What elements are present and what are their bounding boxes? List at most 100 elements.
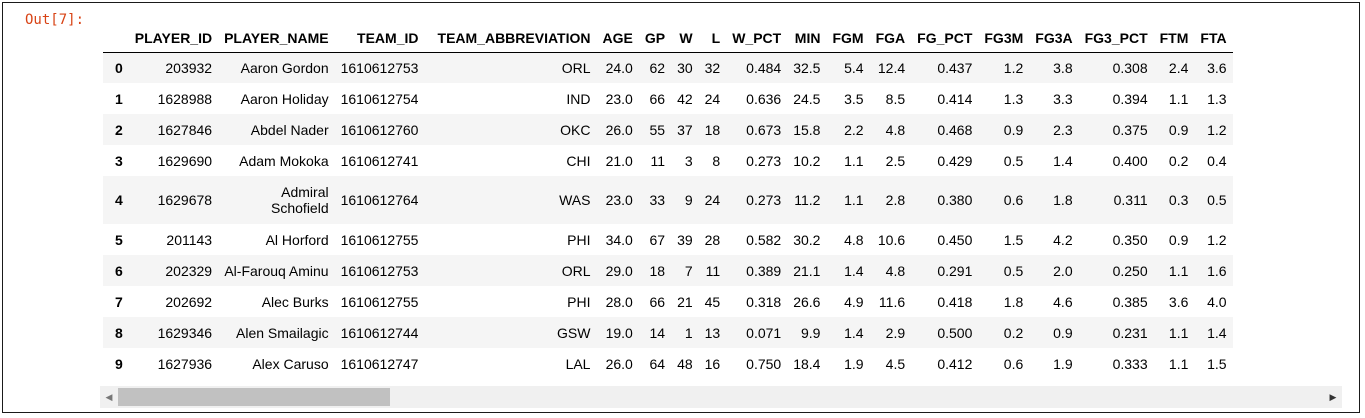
column-header: FTA [1194,11,1233,53]
table-cell: 0.9 [1053,324,1073,341]
table-cell: 66 [649,90,666,107]
table-cell: 23.0 [605,90,633,107]
table-cell: 0.673 [746,121,782,138]
column-header: FG3_PCT [1078,11,1154,53]
table-cell: 1.1 [1168,355,1189,372]
table-cell: Alec Burks [261,293,329,310]
row-index: 1 [115,90,123,107]
table-cell: 0.250 [1112,262,1148,279]
table-cell: 4.8 [885,262,906,279]
table-cell: 3.5 [844,90,864,107]
table-cell: 0.273 [746,192,782,208]
table-cell: 45 [704,293,721,310]
table-cell: Aaron Gordon [240,59,329,76]
table-cell: 37 [677,121,693,138]
table-cell: 12.4 [877,59,906,76]
table-cell: 1.1 [1168,324,1189,341]
table-cell: 2.8 [885,192,906,208]
table-cell: 10.2 [793,152,821,169]
table-cell: 30 [677,59,693,76]
column-header: FTM [1153,11,1195,53]
table-cell: 0.437 [937,59,973,76]
table-cell: 1.2 [1207,231,1227,248]
table-cell: 1.5 [1207,355,1227,372]
table-cell: 0.333 [1112,355,1148,372]
table-cell: 1.3 [1207,90,1227,107]
index-header [103,11,129,53]
dataframe-output-area[interactable]: PLAYER_ID PLAYER_NAME TEAM_ID TEAM_ABBREVIA… [103,11,1345,411]
table-cell: Abdel Nader [250,121,329,138]
scroll-right-arrow-icon[interactable]: ▶ [1329,392,1337,402]
table-cell: 1610612755 [340,231,419,248]
table-cell: 1.9 [1053,355,1073,372]
table-cell: 14 [649,324,666,341]
table-cell: 0.429 [937,152,973,169]
row-index: 7 [115,293,123,310]
table-cell: 1 [684,324,693,341]
table-row: 6 202329 Al-Farouq Aminu 1610612753 ORL 29.0 1… [103,255,1233,286]
table-row: 3 1629690 Adam Mokoka 1610612741 CHI 21.0 11 3 8… [103,145,1233,176]
table-cell: 3 [684,152,693,169]
table-cell: 9.9 [801,324,821,341]
dataframe-table: PLAYER_ID PLAYER_NAME TEAM_ID TEAM_ABBREVIA… [103,11,1233,379]
table-cell: Al Horford [265,231,329,248]
table-cell: 1610612755 [340,293,419,310]
table-cell: 55 [649,121,666,138]
table-cell: 1629678 [157,192,213,208]
table-cell: 32 [704,59,721,76]
table-cell: 2.4 [1168,59,1189,76]
table-cell: 0.273 [746,152,782,169]
table-cell: Al-Farouq Aminu [224,262,329,279]
table-cell: 0.6 [1003,355,1024,372]
table-cell: 21 [677,293,693,310]
table-row: 4 1629678 Admiral Schofield 1610612764 WAS 23… [103,176,1233,224]
table-cell: 34.0 [605,231,633,248]
table-cell: 11.2 [794,192,821,208]
table-cell: 0.468 [937,121,973,138]
table-cell: 1.2 [1003,59,1024,76]
table-cell: 1610612764 [340,192,419,208]
table-cell: 0.389 [746,262,782,279]
table-cell: 0.3 [1168,192,1189,208]
table-cell: Admiral Schofield [271,184,329,216]
row-index: 5 [115,231,123,248]
row-index: 0 [115,59,123,76]
column-header: GP [638,11,672,53]
column-header: FG3A [1029,11,1079,53]
table-cell: 5.4 [844,59,864,76]
table-cell: Adam Mokoka [239,152,329,169]
table-cell: 0.231 [1112,324,1148,341]
output-prompt: Out[7]: [25,12,85,28]
table-cell: 67 [649,231,666,248]
scroll-left-arrow-icon[interactable]: ◀ [105,392,113,402]
column-header: FGM [826,11,870,53]
table-cell: 1.4 [1207,324,1227,341]
table-cell: 1610612753 [340,59,419,76]
table-cell: 9 [684,192,693,208]
table-cell: 1610612744 [340,324,419,341]
table-cell: 4.8 [885,121,906,138]
table-cell: 26.6 [793,293,821,310]
table-cell: 0.4 [1207,152,1227,169]
table-cell: 0.380 [937,192,973,208]
column-header: MIN [787,11,827,53]
horizontal-scrollbar[interactable]: ◀ ▶ [100,386,1342,408]
column-header: PLAYER_ID [128,11,219,53]
table-cell: 4.9 [844,293,864,310]
row-index: 4 [115,192,123,208]
table-cell: PHI [567,231,591,248]
scrollbar-thumb[interactable] [118,388,390,406]
table-cell: 24.0 [605,59,633,76]
table-cell: 1610612753 [340,262,419,279]
table-row: 7 202692 Alec Burks 1610612755 PHI 28.0 66 21 45… [103,286,1233,317]
table-cell: 1.9 [844,355,864,372]
table-body: 0 203932 Aaron Gordon 1610612753 ORL 24.0 62 30… [103,52,1233,379]
column-header: W [671,11,699,53]
table-cell: 0.308 [1112,59,1148,76]
table-cell: 15.8 [793,121,821,138]
table-cell: 29.0 [605,262,633,279]
table-cell: 39 [677,231,693,248]
table-cell: 2.2 [844,121,864,138]
table-cell: 1.8 [1003,293,1024,310]
column-header: FGA [869,11,912,53]
